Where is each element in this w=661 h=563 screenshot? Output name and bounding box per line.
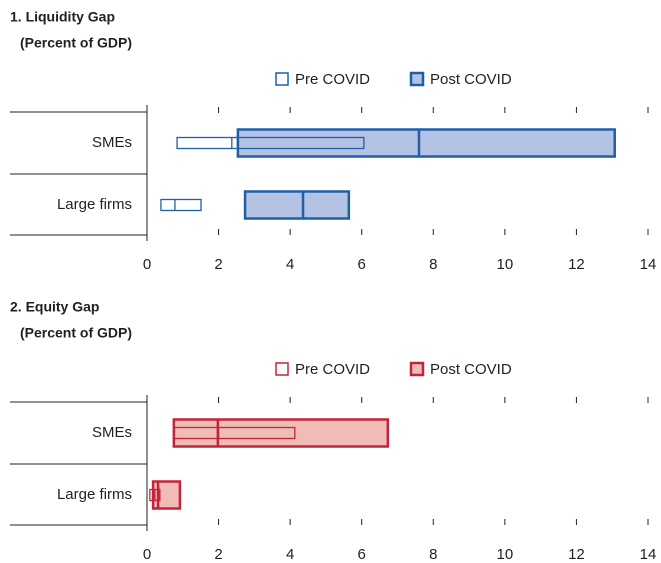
chart-title: 2. Equity Gap [10,299,99,315]
range-box [172,418,390,448]
x-tick-label: 10 [497,546,514,563]
legend-swatch [275,362,289,376]
category-label: SMEs [92,134,132,151]
x-tick-label: 10 [497,256,514,273]
chart-subtitle: (Percent of GDP) [20,35,132,51]
legend-label: Post COVID [430,361,512,378]
range-box [243,190,351,220]
x-tick-label: 6 [358,256,366,273]
x-tick-label: 4 [286,546,294,563]
x-tick-label: 2 [214,546,222,563]
legend-label: Post COVID [430,71,512,88]
legend-label: Pre COVID [295,361,370,378]
x-tick-label: 4 [286,256,294,273]
x-tick-label: 14 [640,546,657,563]
range-box [236,128,616,158]
x-tick-label: 2 [214,256,222,273]
legend-label: Pre COVID [295,71,370,88]
legend-swatch [275,72,289,86]
chart-title: 1. Liquidity Gap [10,9,115,25]
category-label: Large firms [57,486,132,503]
x-tick-label: 0 [143,256,151,273]
category-label: SMEs [92,424,132,441]
range-box [176,136,365,150]
x-tick-label: 8 [429,256,437,273]
range-box [173,426,296,440]
x-tick-label: 0 [143,546,151,563]
x-tick-label: 14 [640,256,657,273]
range-box [160,198,202,212]
x-tick-label: 12 [568,256,585,273]
x-tick-label: 8 [429,546,437,563]
chart-subtitle: (Percent of GDP) [20,325,132,341]
legend-swatch [409,71,425,87]
x-tick-label: 6 [358,546,366,563]
legend-swatch [409,361,425,377]
category-label: Large firms [57,196,132,213]
x-tick-label: 12 [568,546,585,563]
